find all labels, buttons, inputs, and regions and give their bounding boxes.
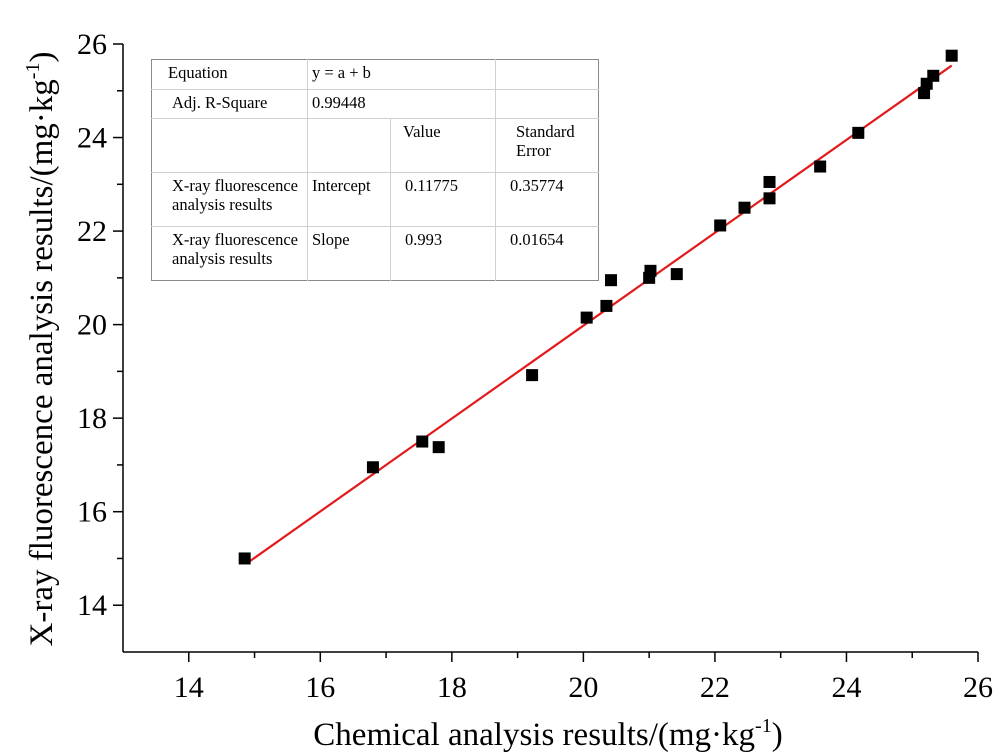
y-tick-label: 22 bbox=[77, 215, 107, 248]
slope-row: X-ray fluorescence analysis results Slop… bbox=[151, 226, 599, 281]
header-row: Value Standard Error bbox=[151, 118, 599, 174]
y-tick-label: 14 bbox=[77, 589, 107, 622]
slope-se: 0.01654 bbox=[510, 230, 564, 249]
data-point bbox=[814, 160, 827, 173]
linear-fit-table: Equation y = a + b Adj. R-Square 0.99448… bbox=[151, 59, 599, 281]
intercept-row: X-ray fluorescence analysis results Inte… bbox=[151, 172, 599, 227]
x-tick-label: 24 bbox=[831, 671, 861, 704]
equation-empty bbox=[495, 59, 599, 90]
intercept-se: 0.35774 bbox=[495, 172, 599, 227]
equation-value: y = a + b bbox=[307, 59, 496, 90]
data-points bbox=[238, 49, 958, 565]
fit-line bbox=[247, 64, 953, 564]
header-empty-2 bbox=[307, 118, 391, 174]
axes: 14 16 18 20 22 24 26 14 16 18 20 22 24 26 bbox=[77, 28, 993, 704]
data-point bbox=[945, 49, 958, 62]
data-point bbox=[600, 299, 613, 312]
fit-line-group bbox=[247, 64, 953, 564]
y-tick-label: 20 bbox=[77, 309, 107, 342]
data-point bbox=[927, 69, 940, 82]
data-point bbox=[580, 311, 593, 324]
x-tick-label: 22 bbox=[700, 671, 730, 704]
y-tick-label: 26 bbox=[77, 28, 107, 61]
x-axis-title: Chemical analysis results/(mg·kg-1) bbox=[313, 715, 782, 753]
x-tick-label: 14 bbox=[174, 671, 204, 704]
r2-empty bbox=[495, 89, 599, 120]
y-tick-label: 16 bbox=[77, 496, 107, 529]
x-tick-label: 20 bbox=[568, 671, 598, 704]
data-point bbox=[605, 274, 618, 287]
data-point bbox=[763, 175, 776, 188]
slope-label: Slope bbox=[307, 226, 391, 281]
slope-series-name: X-ray fluorescence analysis results bbox=[151, 226, 308, 281]
data-point bbox=[366, 461, 379, 474]
data-point bbox=[432, 441, 445, 454]
intercept-label: Intercept bbox=[307, 172, 391, 227]
header-empty-1 bbox=[151, 118, 308, 174]
data-point bbox=[416, 435, 429, 448]
intercept-series-name: X-ray fluorescence analysis results bbox=[151, 172, 308, 227]
x-tick-label: 18 bbox=[437, 671, 467, 704]
data-point bbox=[763, 192, 776, 205]
data-point bbox=[670, 268, 683, 281]
data-point bbox=[644, 264, 657, 277]
data-point bbox=[738, 201, 751, 214]
y-tick-label: 18 bbox=[77, 402, 107, 435]
data-point bbox=[714, 219, 727, 232]
r2-row: Adj. R-Square 0.99448 bbox=[151, 89, 599, 120]
r2-label: Adj. R-Square bbox=[151, 89, 308, 120]
y-axis-title: X-ray fluorescence analysis results/(mg·… bbox=[22, 52, 60, 647]
r2-value: 0.99448 bbox=[307, 89, 496, 120]
equation-row: Equation y = a + b bbox=[151, 59, 599, 90]
intercept-value: 0.11775 bbox=[390, 172, 496, 227]
x-tick-label: 26 bbox=[963, 671, 993, 704]
slope-value: 0.993 bbox=[390, 226, 496, 281]
x-tick-label: 16 bbox=[305, 671, 335, 704]
data-point bbox=[852, 126, 865, 139]
equation-label: Equation bbox=[151, 59, 308, 90]
se-header: Standard Error bbox=[495, 118, 599, 174]
data-point bbox=[918, 87, 931, 100]
y-tick-label: 24 bbox=[77, 122, 107, 155]
data-point bbox=[526, 369, 539, 382]
value-header: Value bbox=[390, 118, 496, 174]
data-point bbox=[238, 552, 251, 565]
